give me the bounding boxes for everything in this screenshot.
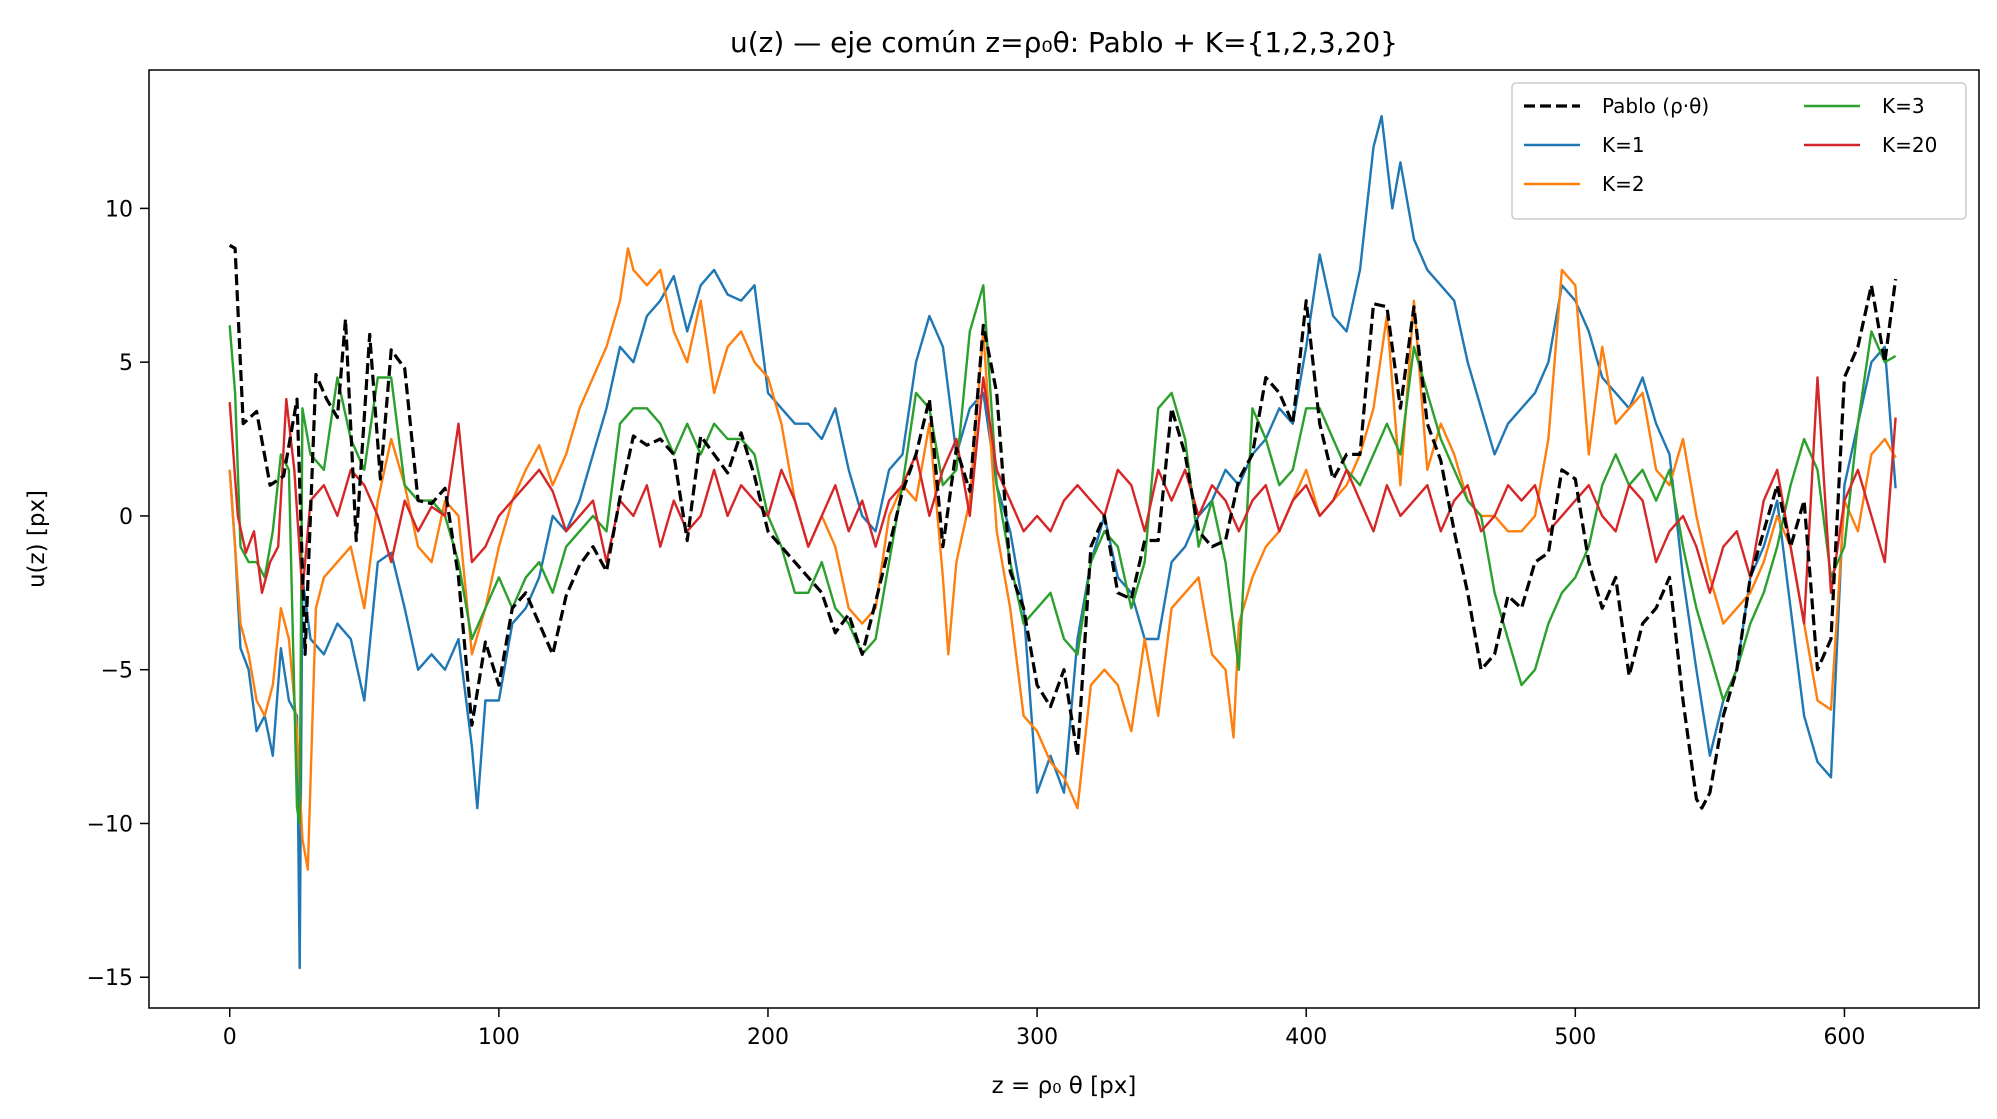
y-tick-label: 0 <box>119 505 133 530</box>
y-tick-label: 5 <box>119 351 133 376</box>
legend-label: K=2 <box>1602 172 1645 196</box>
axes-frame <box>148 69 1980 1009</box>
x-tick-label: 0 <box>223 1025 237 1050</box>
legend-label: K=1 <box>1602 133 1645 157</box>
series-line-3 <box>228 284 1897 825</box>
x-tick-label: 500 <box>1554 1025 1596 1050</box>
legend-box <box>1511 82 1967 220</box>
x-tick-label: 300 <box>1016 1025 1058 1050</box>
axis-ticks: 0 100 200 300 400 500 600 −15 −10 −5 0 5 10 <box>87 197 1866 1050</box>
x-axis-label: z = ρ₀ θ [px] <box>992 1073 1137 1099</box>
y-tick-label: −10 <box>87 812 133 837</box>
y-tick-label: −15 <box>87 966 133 991</box>
x-tick-label: 100 <box>478 1025 520 1050</box>
chart-title: u(z) — eje común z=ρ₀θ: Pablo + K={1,2,3… <box>730 26 1398 59</box>
y-tick-label: 10 <box>105 197 133 222</box>
legend-label: K=20 <box>1882 133 1937 157</box>
x-tick-label: 600 <box>1823 1025 1865 1050</box>
y-axis-label: u(z) [px] <box>24 490 50 588</box>
legend-label: K=3 <box>1882 94 1925 118</box>
x-tick-label: 400 <box>1285 1025 1327 1050</box>
plot-area <box>228 114 1898 970</box>
legend-label: Pablo (ρ·θ) <box>1602 94 1709 118</box>
series-line-0 <box>228 243 1898 810</box>
series-line-4 <box>228 376 1897 625</box>
x-tick-label: 200 <box>747 1025 789 1050</box>
legend: Pablo (ρ·θ) K=1 K=2 K=3 K=20 <box>1511 82 1967 220</box>
y-tick-label: −5 <box>101 659 133 684</box>
